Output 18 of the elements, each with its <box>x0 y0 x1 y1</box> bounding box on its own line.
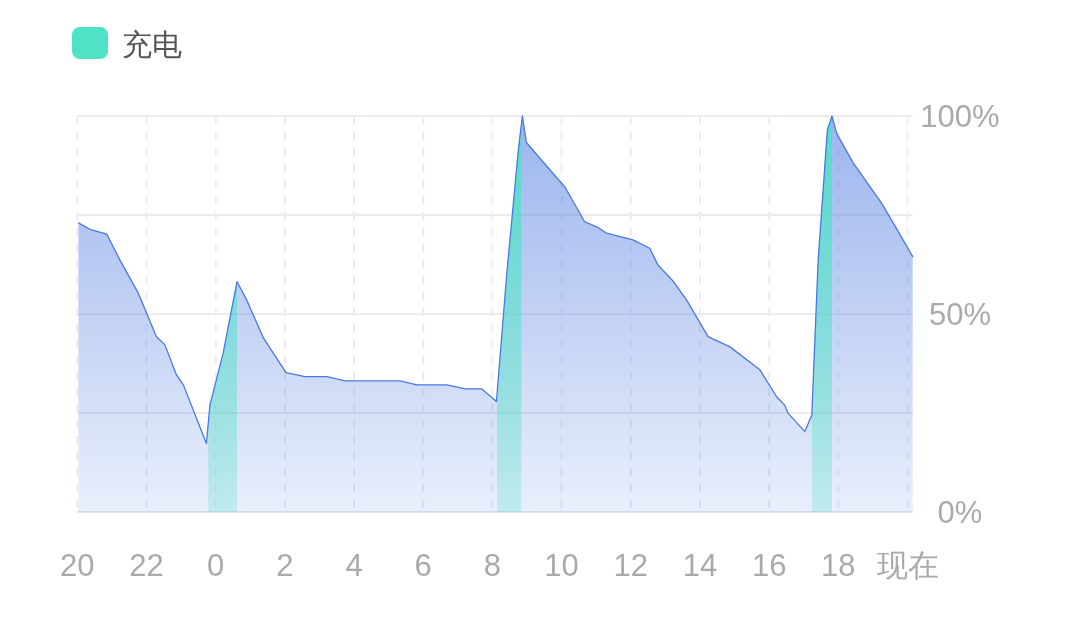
x-tick-label: 6 <box>414 548 432 583</box>
y-tick-label: 100% <box>920 99 1000 134</box>
x-tick-label: 0 <box>207 548 225 583</box>
x-tick-label: 18 <box>821 548 856 583</box>
y-tick-label: 50% <box>928 297 992 332</box>
x-tick-label: 2 <box>276 548 294 583</box>
y-tick-label: 0% <box>937 495 983 530</box>
x-tick-label: 22 <box>129 548 164 583</box>
legend-label: 充电 <box>122 28 182 61</box>
x-tick-label: 现在 <box>876 548 939 583</box>
x-tick-label: 16 <box>751 548 787 583</box>
x-tick-label: 10 <box>544 548 579 583</box>
x-tick-label: 12 <box>613 548 649 583</box>
x-tick-label: 4 <box>345 548 363 583</box>
x-tick-label: 20 <box>60 548 95 583</box>
x-tick-label: 14 <box>682 548 718 583</box>
legend: 充电 <box>72 27 182 61</box>
x-tick-label: 8 <box>483 548 502 583</box>
